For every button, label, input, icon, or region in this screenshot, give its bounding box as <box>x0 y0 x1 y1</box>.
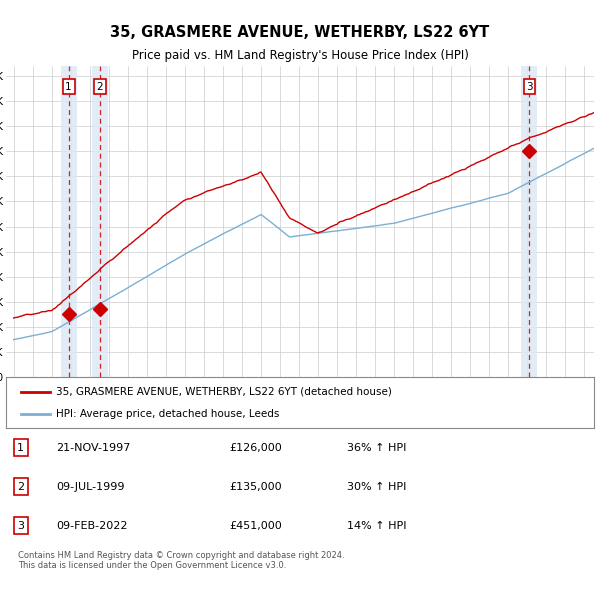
Bar <box>521 65 538 378</box>
Text: Price paid vs. HM Land Registry's House Price Index (HPI): Price paid vs. HM Land Registry's House … <box>131 49 469 62</box>
Text: HPI: Average price, detached house, Leeds: HPI: Average price, detached house, Leed… <box>56 409 280 419</box>
Text: 09-JUL-1999: 09-JUL-1999 <box>56 481 124 491</box>
Text: 21-NOV-1997: 21-NOV-1997 <box>56 442 130 453</box>
Text: Contains HM Land Registry data © Crown copyright and database right 2024.
This d: Contains HM Land Registry data © Crown c… <box>18 551 344 571</box>
Bar <box>92 65 107 378</box>
Text: 36% ↑ HPI: 36% ↑ HPI <box>347 442 406 453</box>
Text: 35, GRASMERE AVENUE, WETHERBY, LS22 6YT (detached house): 35, GRASMERE AVENUE, WETHERBY, LS22 6YT … <box>56 386 392 396</box>
Text: 2: 2 <box>97 82 103 92</box>
Text: 30% ↑ HPI: 30% ↑ HPI <box>347 481 406 491</box>
Text: 2: 2 <box>17 481 24 491</box>
Text: £126,000: £126,000 <box>229 442 282 453</box>
Text: 1: 1 <box>65 82 72 92</box>
Text: 3: 3 <box>526 82 533 92</box>
Text: 3: 3 <box>17 520 24 530</box>
Bar <box>61 65 77 378</box>
Text: £135,000: £135,000 <box>229 481 282 491</box>
Text: £451,000: £451,000 <box>229 520 282 530</box>
Text: 1: 1 <box>17 442 24 453</box>
Text: 09-FEB-2022: 09-FEB-2022 <box>56 520 127 530</box>
Text: 14% ↑ HPI: 14% ↑ HPI <box>347 520 407 530</box>
Text: 35, GRASMERE AVENUE, WETHERBY, LS22 6YT: 35, GRASMERE AVENUE, WETHERBY, LS22 6YT <box>110 25 490 40</box>
